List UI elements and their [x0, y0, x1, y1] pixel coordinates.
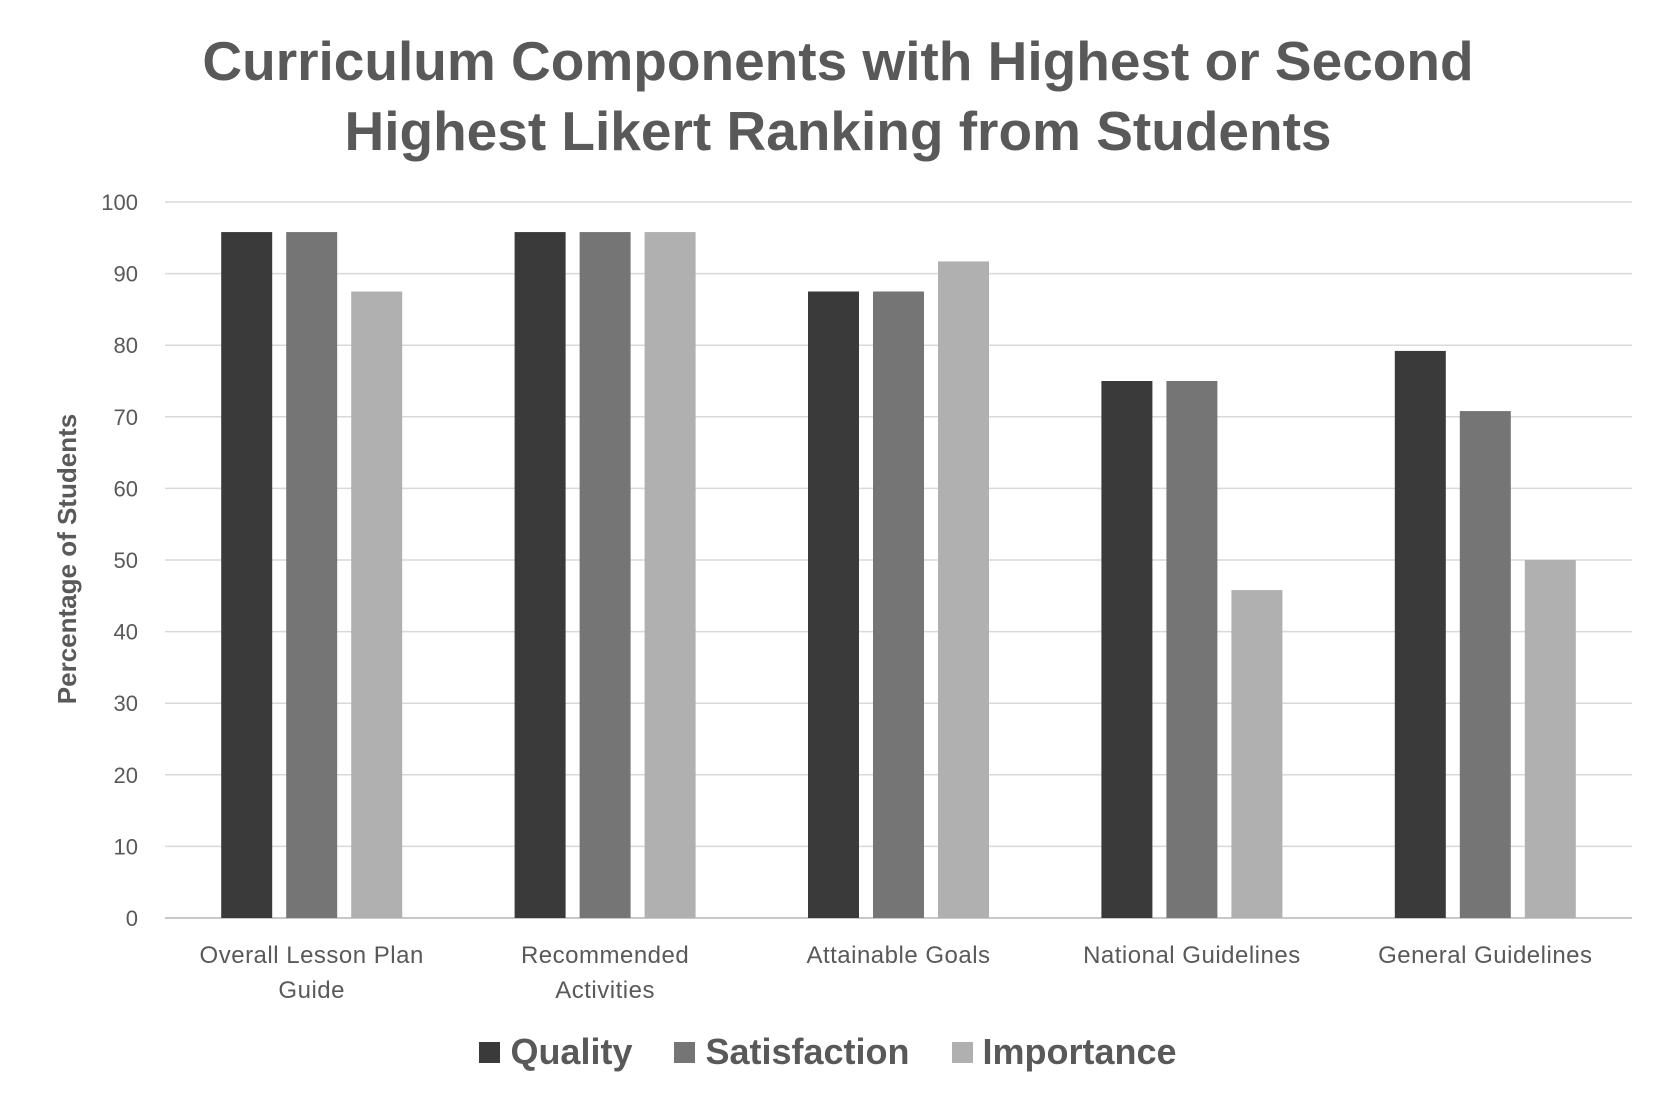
bar-quality [1394, 350, 1446, 919]
bar-satisfaction [286, 232, 338, 918]
bar-satisfaction [873, 291, 924, 918]
legend-label: Quality [510, 1031, 633, 1072]
y-tick-label: 30 [114, 691, 138, 716]
bar-quality [808, 291, 859, 918]
x-tick-label: Activities [555, 977, 655, 1004]
bar-quality [514, 232, 566, 918]
legend-item-importance: Importance [951, 1031, 1177, 1073]
x-tick-label: General Guidelines [1378, 942, 1592, 969]
legend-swatch [951, 1041, 973, 1063]
legend-swatch [674, 1041, 696, 1063]
legend-item-quality: Quality [479, 1031, 632, 1073]
y-tick-label: 40 [114, 620, 138, 645]
legend-item-satisfaction: Satisfaction [674, 1031, 910, 1073]
y-tick-label: 50 [114, 548, 138, 573]
bar-importance [644, 232, 696, 918]
chart-title-line-2: Highest Likert Ranking from Students [344, 100, 1332, 162]
y-tick-label: 0 [126, 906, 138, 931]
bar-satisfaction [579, 232, 631, 918]
bar-satisfaction [1459, 411, 1511, 918]
x-axis-tick-labels: Overall Lesson Plan Guide Recommended Activ… [200, 942, 1592, 1004]
x-tick-label: National Guidelines [1083, 942, 1301, 969]
bar-importance [1231, 590, 1283, 918]
y-tick-label: 80 [114, 333, 138, 358]
bar-satisfaction [1166, 381, 1218, 918]
bar-importance [1524, 560, 1576, 918]
legend-swatch [479, 1041, 501, 1063]
chart-title-line-1: Curriculum Components with Highest or Se… [202, 30, 1474, 92]
legend: Quality Satisfaction Importance [0, 1028, 1656, 1076]
chart-title: Curriculum Components with Highest or Se… [128, 26, 1548, 166]
legend-label: Importance [982, 1031, 1177, 1072]
legend-label: Satisfaction [705, 1031, 910, 1072]
y-axis-tick-labels: 0 10 20 30 40 50 60 70 80 90 100 [101, 190, 138, 931]
y-tick-label: 10 [114, 834, 138, 859]
bar-quality [1101, 381, 1153, 918]
bars [221, 232, 1576, 919]
x-tick-label: Overall Lesson Plan [200, 942, 424, 969]
x-tick-label: Attainable Goals [806, 942, 990, 969]
bar-importance [351, 291, 403, 918]
y-tick-label: 60 [114, 476, 138, 501]
x-tick-label: Recommended [521, 942, 689, 969]
x-tick-label: Guide [278, 977, 345, 1004]
y-axis-label: Percentage of Students [52, 414, 82, 704]
y-tick-label: 100 [101, 190, 138, 215]
y-tick-label: 90 [114, 262, 138, 287]
y-tick-label: 20 [114, 763, 138, 788]
bar-quality [221, 232, 273, 918]
bar-importance [938, 261, 989, 919]
y-tick-label: 70 [114, 405, 138, 430]
